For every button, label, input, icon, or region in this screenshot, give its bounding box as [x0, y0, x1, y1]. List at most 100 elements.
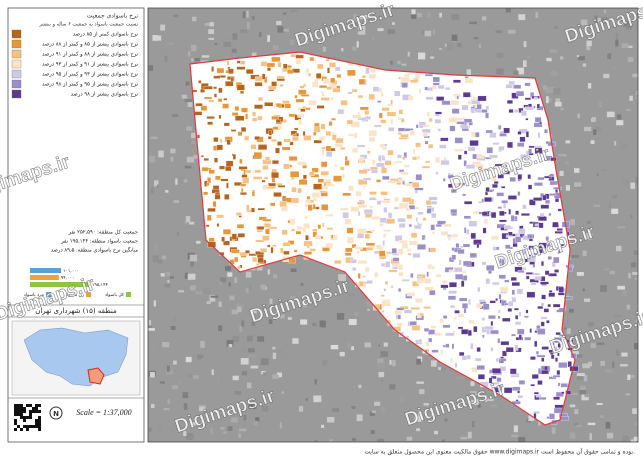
texture-block — [472, 420, 475, 428]
texture-block — [559, 170, 564, 177]
parcel — [408, 205, 416, 210]
parcel — [347, 237, 354, 244]
texture-block — [421, 29, 425, 35]
texture-block — [232, 375, 239, 381]
parcel — [385, 261, 391, 268]
parcel — [270, 202, 276, 207]
parcel — [507, 141, 513, 149]
parcel — [467, 146, 476, 152]
texture-block — [173, 200, 180, 203]
parcel — [326, 151, 333, 158]
parcel — [208, 169, 215, 174]
parcel — [214, 191, 220, 195]
parcel — [277, 185, 286, 188]
texture-block — [195, 416, 202, 423]
texture-block — [538, 419, 541, 426]
texture-block — [246, 22, 250, 29]
qr-cell — [38, 422, 41, 425]
parcel — [306, 195, 311, 200]
parcel — [435, 171, 439, 175]
parcel — [504, 225, 512, 230]
texture-block — [513, 425, 518, 433]
texture-block — [617, 226, 626, 229]
parcel — [455, 273, 464, 280]
parcel — [451, 343, 455, 350]
parcel — [259, 248, 268, 253]
parcel — [489, 154, 498, 159]
parcel — [435, 111, 442, 115]
parcel — [442, 324, 451, 329]
texture-block — [229, 295, 235, 301]
qr-cell — [20, 404, 23, 407]
texture-block — [495, 30, 503, 34]
parcel — [294, 127, 299, 131]
texture-block — [272, 352, 277, 360]
texture-block — [196, 240, 201, 244]
texture-block — [387, 29, 395, 35]
parcel — [520, 110, 527, 116]
parcel — [238, 166, 248, 170]
parcel — [394, 160, 403, 164]
parcel — [241, 107, 248, 113]
texture-block — [608, 194, 613, 200]
parcel — [398, 288, 402, 292]
parcel — [311, 167, 319, 173]
parcel — [518, 228, 526, 235]
parcel — [523, 315, 529, 318]
texture-block — [269, 298, 273, 304]
bar — [30, 282, 90, 287]
parcel — [431, 349, 439, 353]
parcel — [492, 142, 500, 145]
parcel — [425, 341, 430, 347]
parcel — [352, 114, 362, 119]
texture-block — [183, 431, 187, 436]
texture-block — [259, 439, 265, 442]
parcel — [549, 413, 555, 420]
texture-block — [193, 154, 200, 159]
parcel — [246, 204, 250, 211]
texture-block — [496, 52, 504, 58]
parcel — [279, 83, 284, 87]
parcel — [547, 256, 552, 260]
texture-block — [518, 14, 526, 21]
parcel — [365, 67, 370, 74]
parcel — [410, 232, 418, 238]
qr-cell — [32, 407, 35, 410]
parcels — [192, 53, 579, 425]
parcel — [201, 167, 209, 172]
parcel — [394, 235, 403, 242]
texture-block — [543, 85, 547, 90]
parcel — [382, 175, 390, 180]
texture-block — [214, 42, 218, 45]
texture-block — [606, 111, 615, 118]
parcel — [442, 178, 446, 182]
texture-block — [322, 23, 328, 27]
parcel — [302, 227, 307, 233]
texture-block — [247, 348, 255, 353]
parcel — [461, 303, 468, 309]
texture-block — [219, 281, 223, 285]
texture-block — [572, 392, 578, 396]
texture-block — [162, 255, 167, 260]
texture-block — [339, 351, 345, 357]
bar-legend-label: کل باسواد — [105, 292, 125, 298]
parcel — [252, 111, 256, 117]
parcel — [237, 265, 241, 270]
parcel — [354, 132, 358, 139]
parcel — [358, 78, 366, 85]
parcel — [222, 229, 231, 235]
texture-block — [239, 325, 243, 333]
parcel — [365, 242, 375, 246]
texture-block — [148, 155, 156, 163]
parcel — [462, 260, 472, 267]
qr-cell — [20, 416, 23, 419]
parcel — [377, 100, 382, 103]
parcel — [431, 265, 435, 270]
texture-block — [588, 361, 592, 367]
parcel — [554, 337, 563, 344]
parcel — [447, 174, 454, 179]
parcel — [298, 119, 302, 125]
texture-block — [188, 221, 195, 225]
texture-block — [160, 24, 166, 31]
parcel — [447, 295, 456, 301]
